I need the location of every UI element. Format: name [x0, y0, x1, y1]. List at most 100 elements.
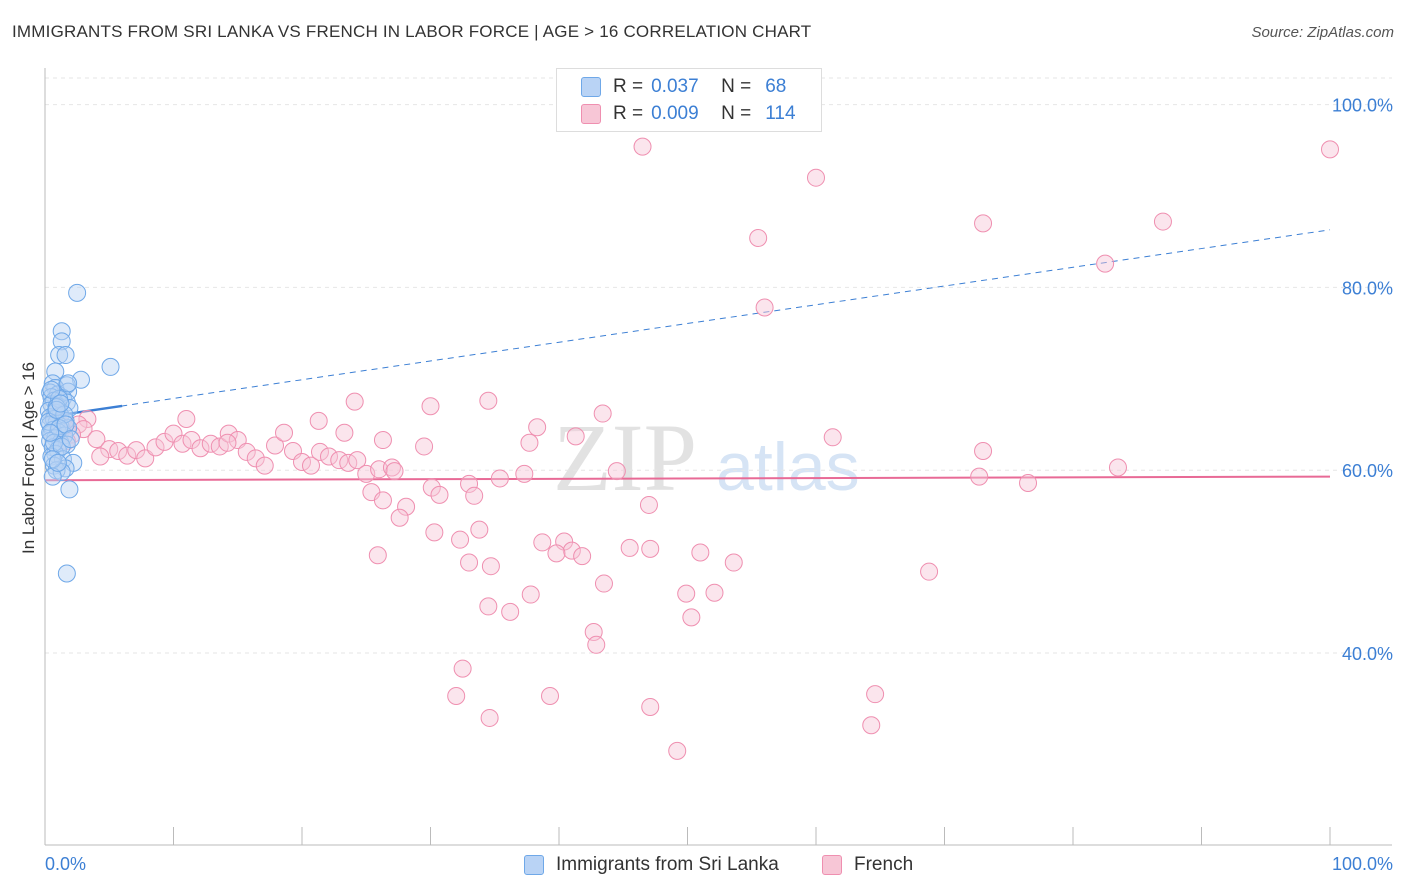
point-french — [807, 168, 825, 187]
point-french — [255, 456, 274, 475]
point-french — [481, 557, 500, 576]
point-french — [562, 541, 581, 560]
point-french — [415, 437, 434, 456]
point-sri-lanka — [43, 450, 62, 469]
point-french — [87, 430, 106, 449]
point-sri-lanka — [61, 430, 80, 449]
point-french — [470, 520, 489, 539]
legend-r-value: 0.009 — [651, 103, 699, 124]
point-french — [823, 428, 842, 447]
point-french — [755, 298, 774, 317]
watermark: ZIP atlas — [553, 404, 860, 511]
point-sri-lanka — [101, 357, 120, 376]
point-french — [266, 436, 285, 455]
point-french — [682, 608, 701, 627]
y-axis-label: In Labor Force | Age > 16 — [19, 362, 38, 554]
point-french — [373, 491, 392, 510]
point-french — [593, 404, 612, 423]
point-french — [177, 410, 196, 429]
grid — [45, 77, 1392, 654]
point-french — [465, 486, 484, 505]
point-french — [749, 229, 768, 248]
legend-n-label: N = — [721, 76, 752, 97]
legend-row-sri-lanka: R = 0.037 N = 68 — [581, 75, 786, 99]
point-french — [641, 539, 660, 558]
point-french — [460, 474, 479, 493]
legend-n-value: 68 — [765, 76, 787, 97]
point-french — [136, 449, 155, 468]
point-french — [191, 439, 210, 458]
tick-labels: 40.0% 60.0% 80.0% 100.0% 0.0% 100.0% — [45, 96, 1393, 874]
point-french — [587, 635, 606, 654]
point-french — [453, 659, 472, 678]
point-french — [146, 438, 165, 457]
bottom-legend-sri-lanka: Immigrants from Sri Lanka — [524, 852, 779, 878]
point-french — [385, 462, 404, 481]
legend-row-french: R = 0.009 N = 114 — [581, 102, 796, 126]
point-french — [460, 553, 479, 572]
point-french — [533, 533, 552, 552]
point-sri-lanka — [46, 362, 65, 381]
point-french — [501, 602, 520, 621]
point-sri-lanka — [57, 564, 76, 583]
point-french — [920, 562, 939, 581]
point-french — [970, 467, 989, 486]
point-french — [91, 447, 110, 466]
legend-r-label: R = — [613, 76, 644, 97]
point-sri-lanka — [52, 322, 71, 341]
point-french — [335, 423, 354, 442]
chart-title: IMMIGRANTS FROM SRI LANKA VS FRENCH IN L… — [12, 22, 812, 41]
point-french — [109, 442, 128, 461]
point-sri-lanka — [60, 480, 79, 499]
point-french — [237, 442, 256, 461]
point-french — [1153, 212, 1172, 231]
point-french — [677, 584, 696, 603]
y-tick-label: 80.0% — [1342, 278, 1393, 298]
point-french — [479, 391, 498, 410]
point-french — [451, 530, 470, 549]
point-french — [368, 546, 387, 565]
legend-swatch-pink — [581, 104, 601, 124]
point-french — [421, 397, 440, 416]
point-french — [310, 442, 329, 461]
point-french — [1019, 474, 1038, 493]
x-tick-label: 0.0% — [45, 854, 86, 874]
point-french — [100, 440, 119, 459]
legend-r-label: R = — [613, 103, 644, 124]
point-french — [218, 433, 237, 452]
x-tick-label: 100.0% — [1332, 854, 1393, 874]
point-french — [118, 446, 137, 465]
point-french — [862, 716, 881, 735]
point-french — [639, 495, 658, 514]
point-french — [547, 544, 566, 563]
point-french — [520, 433, 539, 452]
point-french — [974, 442, 993, 461]
point-sri-lanka — [52, 332, 71, 351]
point-french — [425, 523, 444, 542]
point-french — [397, 497, 416, 516]
data-points — [39, 137, 1339, 760]
point-french — [573, 547, 592, 566]
point-sri-lanka — [41, 423, 60, 442]
point-french — [309, 411, 328, 430]
point-french — [1108, 458, 1127, 477]
point-french — [490, 469, 509, 488]
point-french — [566, 427, 585, 446]
point-french — [164, 424, 183, 443]
legend-r-value: 0.037 — [651, 76, 699, 97]
point-french — [594, 574, 613, 593]
point-french — [301, 456, 320, 475]
point-sri-lanka — [42, 380, 61, 399]
bottom-legend-french: French — [822, 852, 913, 878]
bottom-legend-swatch-pink — [822, 855, 842, 875]
point-sri-lanka — [56, 346, 75, 365]
point-french — [345, 392, 364, 411]
watermark-atlas: atlas — [716, 429, 860, 505]
point-french — [74, 420, 93, 439]
point-french — [447, 686, 466, 705]
bottom-legend-swatch-blue — [524, 855, 544, 875]
point-french — [373, 431, 392, 450]
point-sri-lanka — [56, 415, 75, 434]
y-tick-label: 60.0% — [1342, 461, 1393, 481]
y-tick-label: 100.0% — [1332, 96, 1393, 116]
